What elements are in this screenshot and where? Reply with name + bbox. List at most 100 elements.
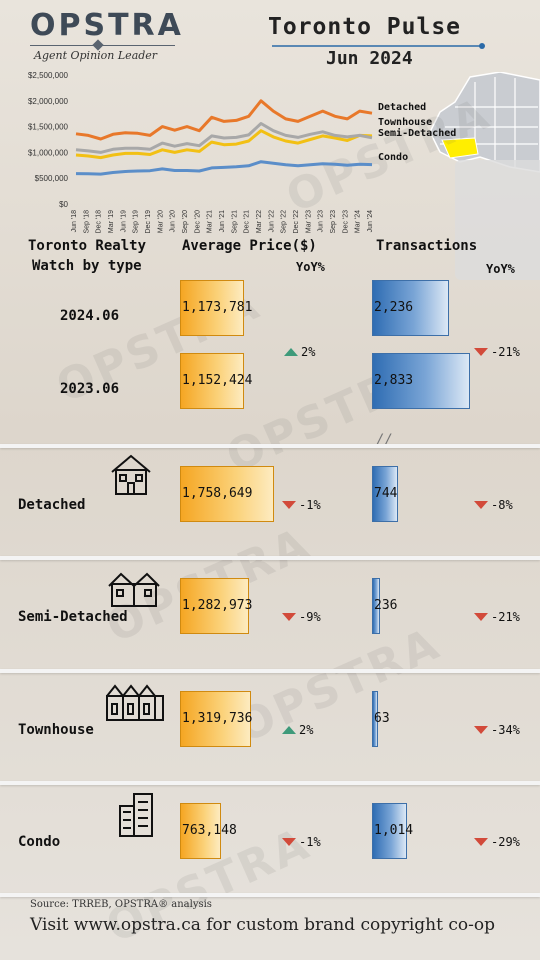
section-divider [0, 669, 540, 673]
gta-map-graphic [429, 72, 540, 173]
x-tick-label: Sep '18 [83, 210, 90, 234]
section-divider [0, 444, 540, 448]
series-line-townhouse [75, 129, 373, 160]
y-tick-label: $1,500,000 [28, 123, 69, 132]
summary-price-yoy-value: 2% [301, 345, 316, 359]
series-line-condo [75, 160, 373, 176]
down-arrow-icon [474, 348, 488, 356]
summary-label-2024: 2024.06 [60, 308, 120, 324]
summary-tx-yoy: -21% [474, 345, 520, 359]
price-value-label: 1,319,736 [182, 711, 253, 726]
transactions-value-label: 236 [374, 598, 398, 613]
townhouse-icon [106, 684, 164, 721]
call-to-action: Visit www.opstra.ca for custom brand cop… [30, 915, 495, 935]
type-label-townhouse: Townhouse [18, 722, 94, 738]
price-bar [180, 691, 251, 747]
type-price-yoy-value: 2% [299, 723, 314, 737]
transactions-bar [372, 578, 381, 634]
x-tick-label: Mar '22 [256, 210, 263, 233]
condo-building-icon [119, 793, 153, 837]
title-frame [272, 40, 485, 49]
down-arrow-icon [474, 726, 488, 734]
price-bar [180, 466, 274, 522]
type-tx-yoy-value: -34% [491, 723, 520, 737]
up-arrow-icon [284, 348, 298, 356]
logo-wordmark: OPSTRA [30, 8, 184, 43]
up-arrow-icon [282, 726, 296, 734]
detached-house-icon [111, 454, 151, 495]
type-price-yoy-value: -1% [299, 835, 321, 849]
type-price-yoy-value: -1% [299, 498, 321, 512]
x-tick-label: Dec '19 [145, 210, 152, 234]
x-tick-label: Dec '21 [244, 210, 251, 234]
type-label-condo: Condo [18, 834, 61, 850]
header-city-line1: Toronto Realty [28, 238, 147, 254]
type-tx-yoy-value: -29% [491, 835, 520, 849]
down-arrow-icon [282, 501, 296, 509]
x-tick-label: Jun '22 [268, 210, 275, 232]
transactions-value-label: 2,236 [374, 300, 414, 315]
transactions-value-label: 63 [374, 711, 390, 726]
x-tick-label: Mar '20 [157, 210, 164, 233]
x-tick-label: Mar '19 [108, 210, 115, 233]
y-tick-label: $1,000,000 [28, 148, 69, 157]
logo-divider [30, 39, 175, 51]
price-bar [180, 578, 249, 634]
y-tick-label: $0 [59, 200, 68, 209]
y-tick-label: $2,500,000 [28, 71, 69, 80]
calculator-graphic [455, 160, 540, 280]
down-arrow-icon [282, 838, 296, 846]
x-tick-label: Jun '21 [219, 210, 226, 232]
x-tick-label: Jun '20 [170, 210, 177, 232]
price-value-label: 1,173,781 [182, 300, 253, 315]
price-value-label: 1,282,973 [182, 598, 253, 613]
price-bar [180, 353, 244, 409]
price-trend-chart: $0 $500,000 $1,000,000 $1,500,000 $2,000,000… [28, 71, 456, 234]
x-tick-label: Sep '20 [182, 210, 189, 234]
price-bar [180, 803, 221, 859]
x-tick-label: Dec '23 [342, 210, 349, 234]
transactions-value-label: 1,014 [374, 823, 414, 838]
legend-label: Semi-Detached [378, 127, 456, 139]
type-price-yoy: -1% [282, 498, 321, 512]
legend-label: Detached [378, 102, 426, 113]
section-divider [0, 893, 540, 897]
watermark-logo: OPSTRA [229, 618, 449, 753]
page-title: Toronto Pulse [268, 14, 462, 40]
y-tick-label: $500,000 [35, 174, 69, 183]
price-value-label: 1,152,424 [182, 373, 253, 388]
transactions-value-label: 2,833 [374, 373, 414, 388]
type-tx-yoy: -34% [474, 723, 520, 737]
header-transactions: Transactions [376, 238, 478, 254]
x-tick-label: Sep '21 [231, 210, 238, 234]
x-tick-label: Jun '23 [318, 210, 325, 232]
type-price-yoy: -9% [282, 610, 321, 624]
type-tx-yoy: -21% [474, 610, 520, 624]
x-tick-label: Dec '20 [194, 210, 201, 234]
x-tick-label: Mar '24 [355, 210, 362, 233]
x-tick-label: Sep '23 [330, 210, 337, 234]
down-arrow-icon [474, 613, 488, 621]
transactions-bar [372, 691, 378, 747]
page-subtitle-date: Jun 2024 [326, 48, 413, 69]
header-city-line2: Watch by type [32, 258, 142, 274]
x-tick-label: Jun '24 [367, 210, 374, 232]
series-line-semi-detached [75, 122, 373, 154]
x-tick-label: Jun '19 [120, 210, 127, 232]
legend-label: Townhouse [378, 117, 432, 128]
transactions-value-label: 744 [374, 486, 398, 501]
summary-price-yoy: 2% [284, 345, 315, 359]
down-arrow-icon [282, 613, 296, 621]
down-arrow-icon [474, 838, 488, 846]
header-avg-price: Average Price($) [182, 238, 317, 254]
summary-label-2023: 2023.06 [60, 381, 120, 397]
price-value-label: 763,148 [182, 823, 237, 838]
header-price-yoy: YoY% [296, 260, 325, 274]
x-tick-label: Jun '18 [71, 210, 78, 232]
type-tx-yoy: -29% [474, 835, 520, 849]
transactions-bar [372, 803, 408, 859]
x-tick-label: Sep '19 [133, 210, 140, 234]
type-tx-yoy: -8% [474, 498, 513, 512]
semi-detached-house-icon [108, 572, 160, 607]
